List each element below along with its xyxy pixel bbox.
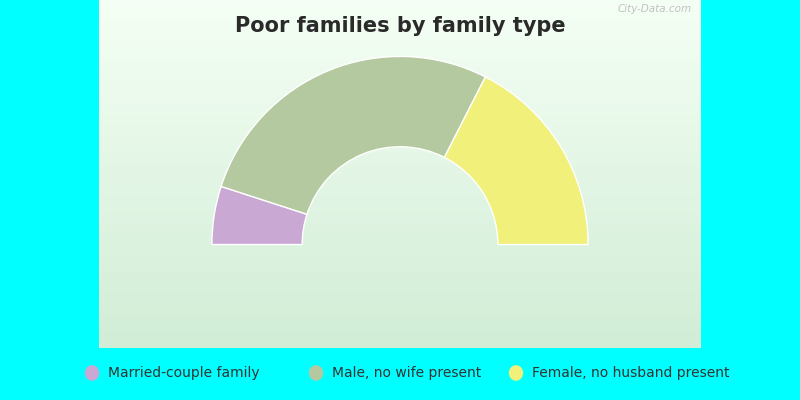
Text: Poor families by family type: Poor families by family type — [234, 16, 566, 36]
Wedge shape — [445, 77, 588, 244]
Text: Married-couple family: Married-couple family — [108, 366, 260, 380]
Text: City-Data.com: City-Data.com — [618, 4, 691, 14]
Ellipse shape — [509, 365, 523, 381]
Wedge shape — [221, 56, 486, 214]
Ellipse shape — [85, 365, 99, 381]
Wedge shape — [212, 186, 307, 244]
Text: Male, no wife present: Male, no wife present — [332, 366, 482, 380]
Ellipse shape — [309, 365, 323, 381]
Text: Female, no husband present: Female, no husband present — [532, 366, 730, 380]
